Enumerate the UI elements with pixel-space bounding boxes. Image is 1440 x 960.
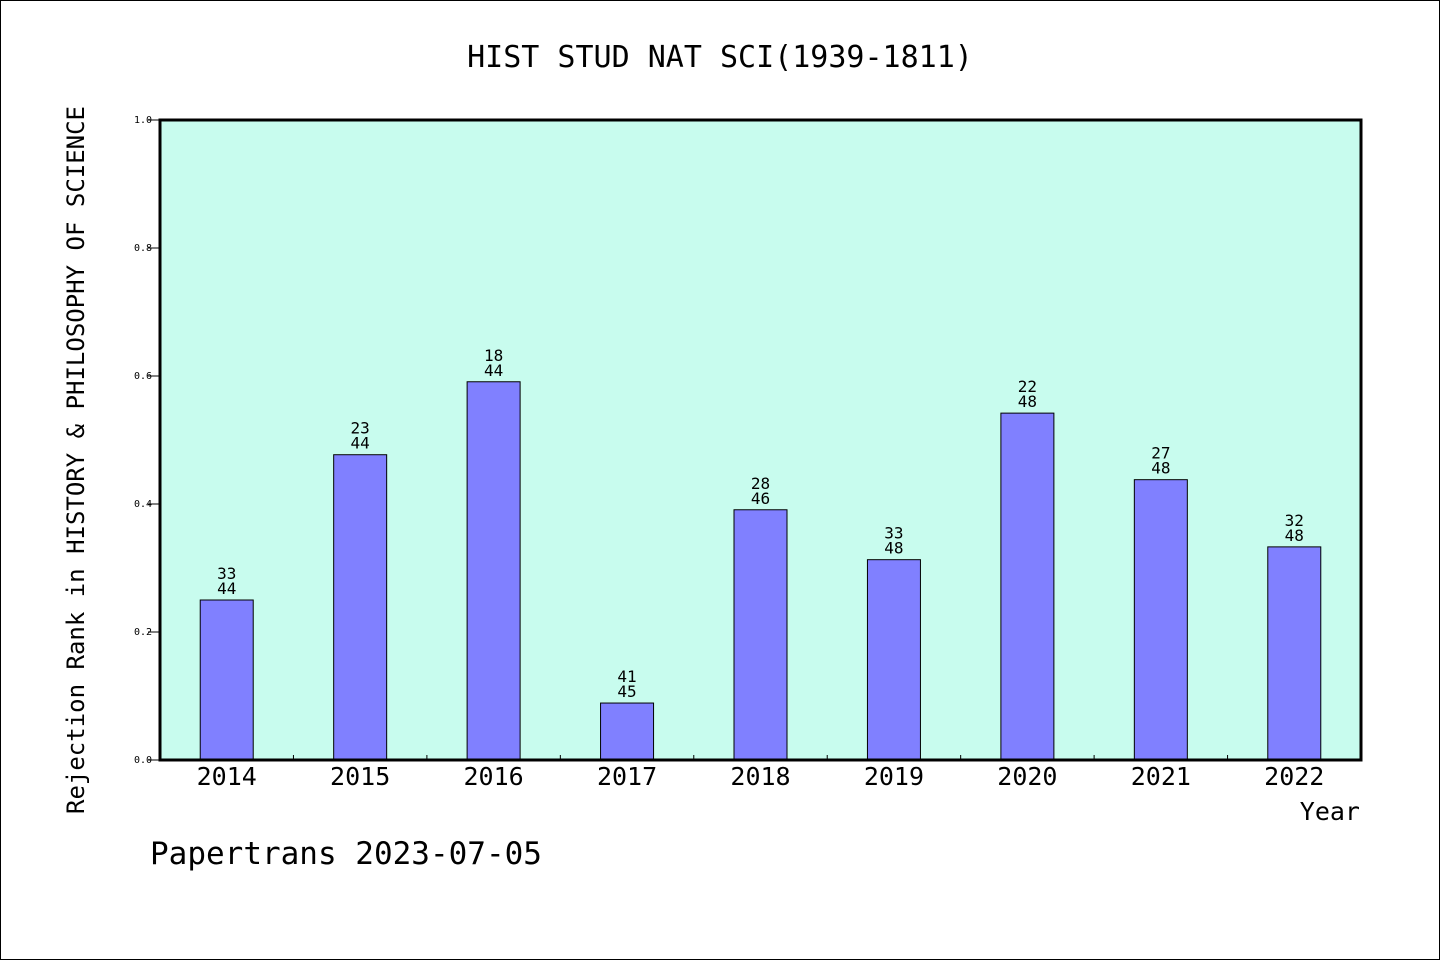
bar-label-rank: 18	[484, 346, 503, 365]
bar-label-total: 44	[217, 579, 236, 598]
chart-title: HIST STUD NAT SCI(1939-1811)	[467, 40, 973, 75]
y-tick-label: 1.0	[134, 115, 152, 126]
bar-label-total: 45	[617, 682, 636, 701]
bars-group	[199, 381, 1322, 761]
x-tick-label: 2021	[1131, 762, 1191, 791]
y-axis: 0.0 0.2 0.4 0.6 0.8 1.0	[134, 115, 160, 766]
bar-label-total: 48	[884, 539, 903, 558]
y-tick-label: 0.4	[134, 499, 152, 510]
bar-2014	[199, 599, 254, 761]
x-tick-label: 2020	[997, 762, 1057, 791]
x-tick-label: 2014	[197, 762, 257, 791]
bar-label-rank: 23	[351, 419, 370, 438]
x-tick-label: 2015	[330, 762, 390, 791]
y-axis-label: Rejection Rank in HISTORY & PHILOSOPHY O…	[62, 106, 90, 814]
y-tick-label: 0.2	[134, 627, 152, 638]
bar-2015	[333, 454, 388, 761]
bar-label-rank: 28	[751, 474, 770, 493]
x-tick-label: 2022	[1264, 762, 1324, 791]
x-tick-label: 2018	[730, 762, 790, 791]
bar-label-rank: 27	[1151, 444, 1170, 463]
bar-label-rank: 32	[1285, 511, 1304, 530]
x-tick-label: 2016	[464, 762, 524, 791]
bar-2019	[866, 559, 921, 761]
bar-label-total: 48	[1018, 392, 1037, 411]
bar-label-rank: 41	[617, 667, 636, 686]
plot-border	[158, 118, 1363, 762]
y-tick-label: 0.8	[134, 243, 152, 254]
bar-label-total: 46	[751, 489, 770, 508]
bar-2016	[466, 381, 521, 761]
bar-label-rank: 33	[217, 564, 236, 583]
bar-2017	[600, 702, 655, 761]
bar-label-total: 44	[351, 434, 370, 453]
bar-label-total: 48	[1151, 459, 1170, 478]
footer-text: Papertrans 2023-07-05	[150, 836, 542, 872]
x-tick-label: 2017	[597, 762, 657, 791]
y-tick-label: 0.6	[134, 371, 152, 382]
bar-2022	[1267, 546, 1322, 761]
bar-label-total: 44	[484, 361, 503, 380]
x-tick-label: 2019	[864, 762, 924, 791]
bar-label-rank: 33	[884, 524, 903, 543]
y-tick-label: 0.0	[134, 755, 152, 766]
x-axis-label: Year	[1300, 797, 1360, 826]
bar-2018	[733, 509, 788, 761]
x-axis: 2014 2015 2016 2017 2018 2019 2020 2021 2022	[197, 755, 1324, 791]
bar-label-total: 48	[1285, 526, 1304, 545]
bar-2021	[1133, 479, 1188, 761]
bar-label-rank: 22	[1018, 377, 1037, 396]
bar-2020	[1000, 412, 1055, 761]
